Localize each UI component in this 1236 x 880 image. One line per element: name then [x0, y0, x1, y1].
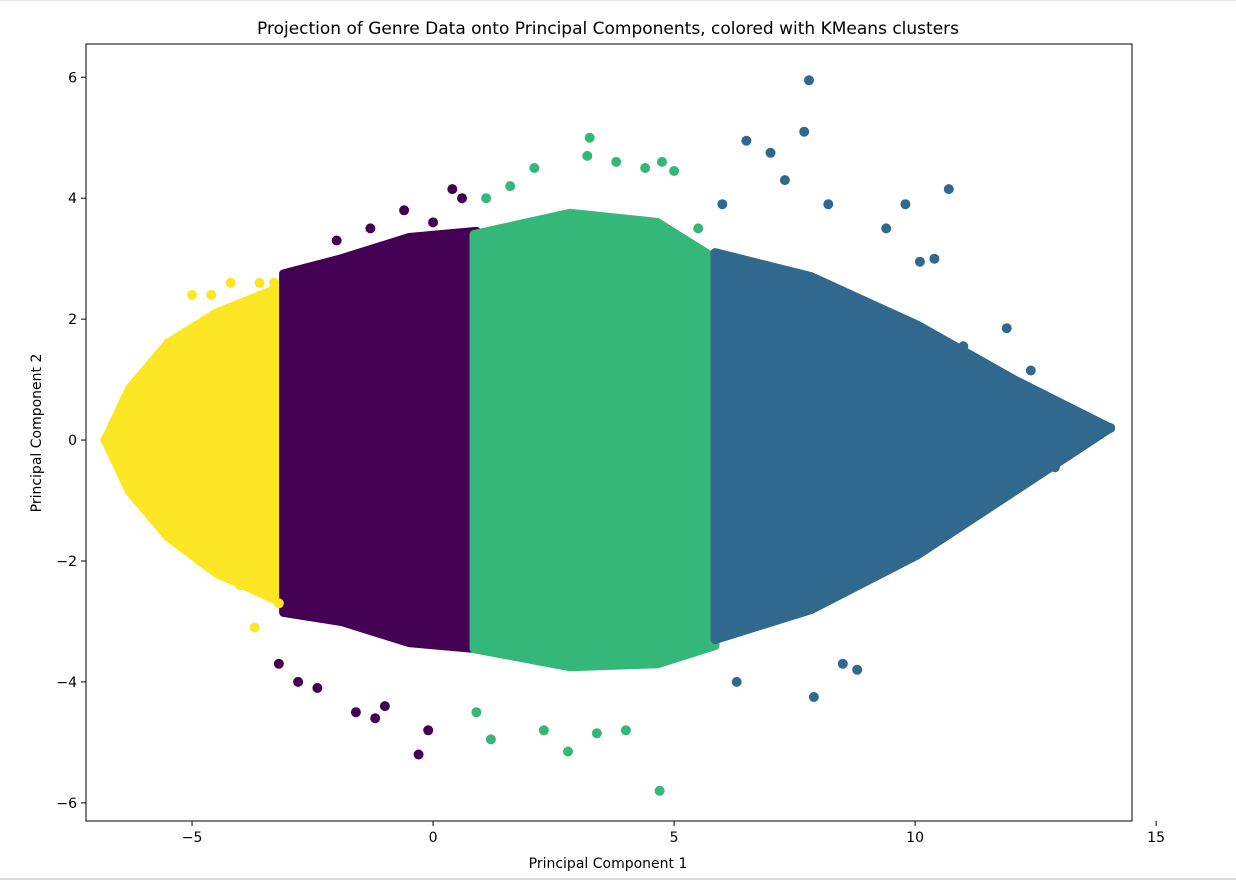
- data-point-cluster-0: [211, 556, 222, 566]
- data-point-cluster-1: [370, 713, 381, 724]
- data-point-cluster-3: [804, 75, 814, 86]
- y-tick-label: 0: [68, 433, 77, 449]
- data-point-cluster-0: [235, 580, 246, 591]
- data-point-cluster-3: [837, 658, 848, 669]
- data-point-cluster-1: [331, 235, 342, 246]
- data-point-cluster-0: [162, 338, 173, 349]
- data-point-cluster-1: [457, 193, 467, 204]
- data-point-cluster-0: [225, 277, 236, 288]
- x-tick-label: 0: [429, 830, 438, 846]
- data-point-cluster-2: [505, 181, 516, 192]
- data-point-cluster-2: [620, 725, 631, 736]
- top-border: [0, 0, 1236, 1]
- data-point-cluster-0: [177, 537, 188, 548]
- data-point-cluster-3: [779, 175, 790, 186]
- y-axis-ticks: −6 −4 −2 0 2 4 6: [56, 70, 86, 812]
- data-point-cluster-3: [929, 253, 940, 264]
- data-point-cluster-3: [799, 126, 810, 137]
- y-tick-label: 6: [68, 70, 77, 86]
- data-point-cluster-0: [269, 277, 279, 288]
- data-point-cluster-3: [1001, 323, 1012, 334]
- data-point-cluster-3: [1078, 419, 1089, 430]
- data-point-cluster-2: [693, 223, 704, 234]
- data-point-cluster-2: [471, 707, 482, 718]
- data-point-cluster-2: [591, 728, 602, 739]
- data-point-cluster-2: [640, 163, 651, 173]
- data-point-cluster-2: [611, 156, 622, 167]
- data-point-cluster-1: [350, 707, 361, 718]
- y-tick-label: −4: [56, 675, 77, 691]
- data-point-cluster-1: [447, 184, 458, 195]
- x-tick-label: 15: [1147, 830, 1165, 846]
- data-point-cluster-3: [943, 184, 954, 195]
- x-tick-label: 10: [906, 830, 924, 846]
- chart-title: Projection of Genre Data onto Principal …: [257, 19, 959, 39]
- data-point-cluster-3: [914, 256, 925, 267]
- data-point-cluster-2: [582, 150, 593, 161]
- cluster-body-2: [469, 208, 720, 672]
- data-point-cluster-1: [399, 205, 410, 216]
- x-axis-label: Principal Component 1: [529, 856, 688, 872]
- data-point-cluster-3: [731, 676, 742, 687]
- data-point-cluster-3: [717, 199, 728, 210]
- data-point-cluster-3: [881, 223, 892, 234]
- data-point-cluster-2: [538, 725, 549, 736]
- data-point-cluster-3: [1049, 462, 1060, 473]
- data-point-cluster-1: [312, 683, 323, 693]
- cluster-body-3: [710, 248, 1115, 645]
- y-tick-label: −6: [56, 796, 77, 812]
- data-point-cluster-0: [100, 435, 111, 446]
- data-point-cluster-3: [1105, 423, 1116, 433]
- y-axis-label: Principal Component 2: [29, 354, 45, 513]
- data-point-cluster-0: [249, 622, 260, 633]
- x-tick-label: 5: [670, 830, 679, 846]
- data-point-cluster-1: [365, 223, 376, 234]
- data-point-cluster-1: [273, 658, 284, 669]
- data-point-cluster-0: [206, 289, 217, 300]
- y-tick-label: 2: [68, 312, 77, 328]
- data-point-cluster-2: [485, 734, 496, 745]
- data-point-cluster-3: [958, 341, 969, 352]
- data-point-cluster-1: [413, 749, 424, 760]
- data-point-cluster-3: [808, 692, 819, 702]
- data-point-cluster-3: [765, 147, 776, 158]
- y-tick-label: −2: [56, 554, 77, 570]
- data-point-cluster-2: [654, 785, 665, 796]
- data-point-cluster-3: [741, 135, 752, 146]
- data-point-cluster-3: [1025, 365, 1036, 376]
- cluster-body-1: [279, 226, 481, 654]
- x-axis-ticks: −5 0 5 10 15: [182, 821, 1165, 846]
- data-point-cluster-3: [900, 199, 911, 210]
- x-tick-label: −5: [182, 830, 203, 846]
- data-point-cluster-1: [293, 676, 304, 687]
- data-point-cluster-0: [254, 277, 265, 288]
- data-point-cluster-3: [823, 199, 834, 210]
- data-point-cluster-2: [563, 746, 573, 757]
- data-point-cluster-0: [138, 489, 149, 500]
- cluster-layer: [100, 208, 1115, 672]
- y-tick-label: 4: [68, 191, 77, 207]
- data-point-cluster-2: [481, 193, 492, 204]
- data-point-cluster-1: [423, 725, 434, 736]
- data-point-cluster-0: [119, 398, 130, 409]
- data-point-cluster-2: [657, 156, 667, 167]
- bottom-border: [0, 878, 1236, 880]
- plot-frame: [85, 43, 1133, 822]
- data-point-cluster-0: [273, 598, 284, 609]
- data-point-cluster-2: [584, 132, 595, 143]
- data-point-cluster-2: [669, 166, 680, 176]
- data-point-cluster-1: [379, 701, 390, 712]
- data-point-cluster-3: [972, 356, 983, 367]
- point-layer: [100, 75, 1116, 796]
- data-point-cluster-1: [428, 217, 439, 228]
- data-point-cluster-3: [852, 664, 863, 675]
- data-point-cluster-0: [187, 289, 197, 300]
- data-point-cluster-2: [529, 163, 540, 173]
